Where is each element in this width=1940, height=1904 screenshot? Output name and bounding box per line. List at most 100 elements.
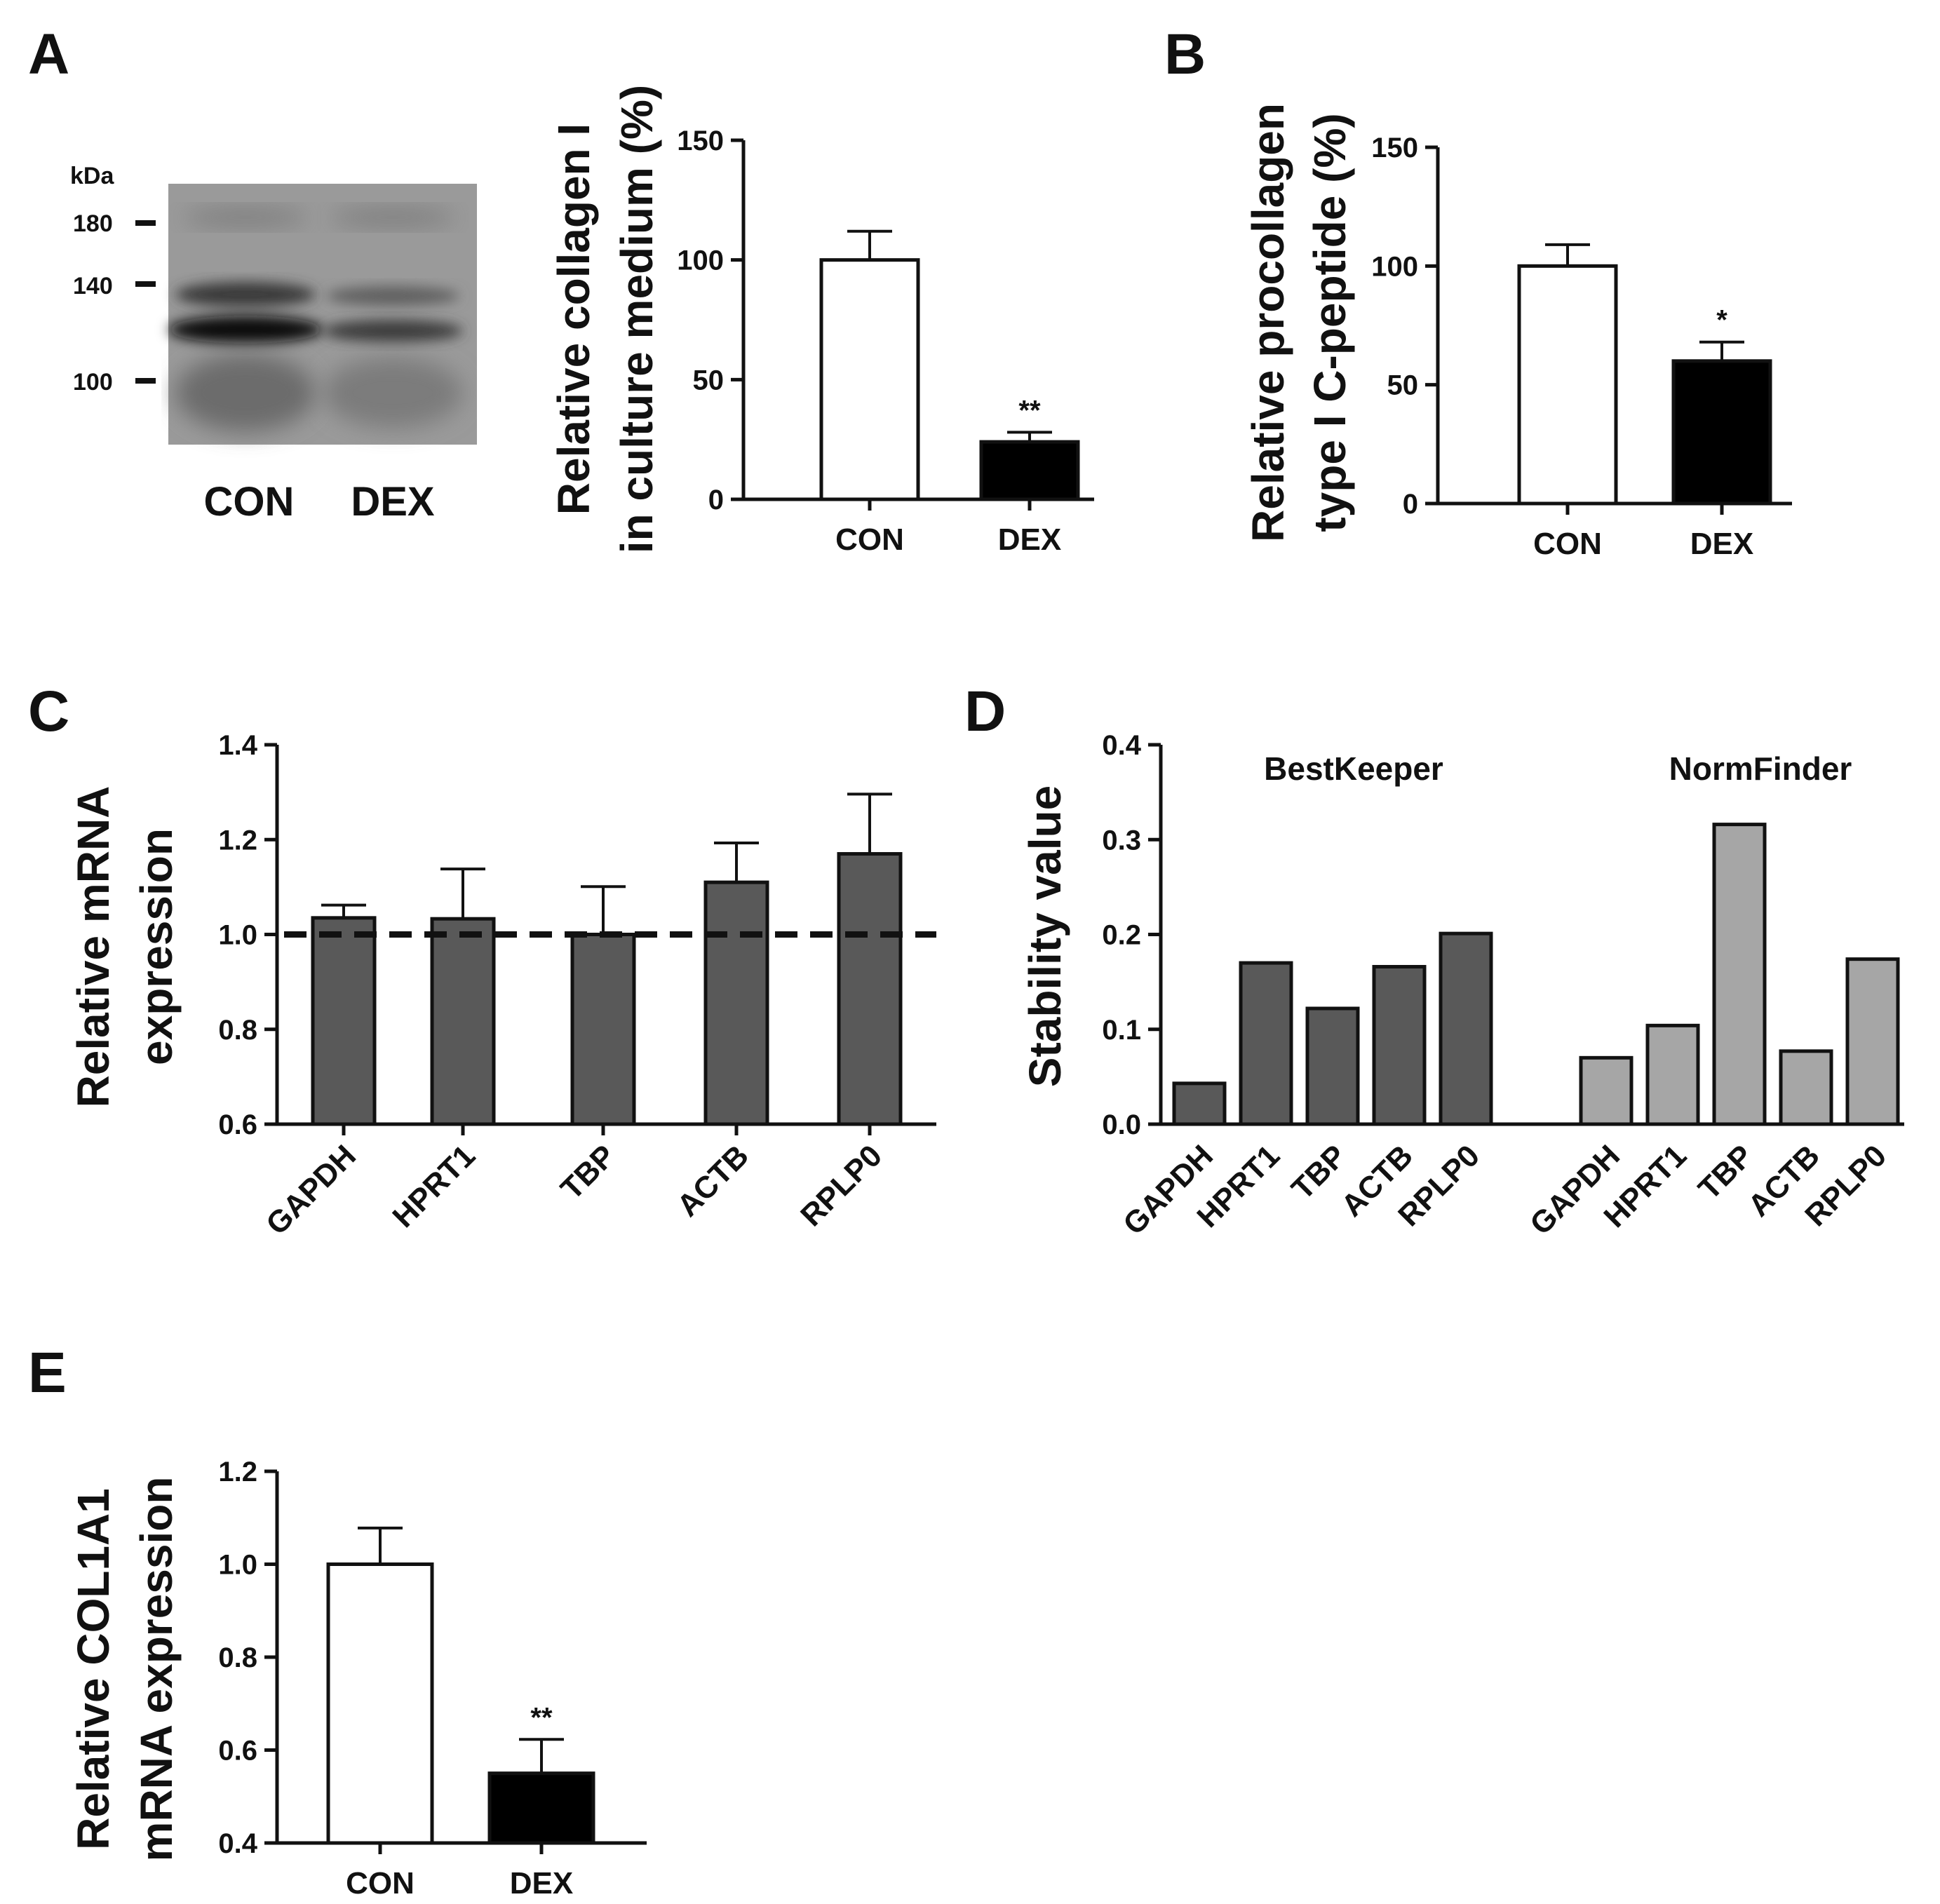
chart-a-ylabel-2: in culture medium (%): [612, 85, 662, 554]
panel-e-letter: E: [28, 1341, 67, 1405]
chart-c-category-label: GAPDH: [260, 1138, 363, 1241]
chart-b-significance: *: [1716, 305, 1727, 336]
chart-a-category-label: CON: [835, 522, 904, 557]
chart-d-series-title-bestkeeper: BestKeeper: [1264, 750, 1443, 787]
blot-band-con-upper: [175, 282, 316, 307]
chart-d-bar-normfinder-actb: [1779, 1049, 1833, 1126]
chart-c-ytick-label: 0.6: [218, 1109, 257, 1140]
chart-c-category-label: ACTB: [671, 1138, 755, 1223]
chart-b-bar-con: [1517, 264, 1618, 506]
chart-d-bar-normfinder-hprt1: [1645, 1023, 1700, 1126]
chart-c-bar-gapdh: [311, 916, 377, 1126]
chart-c-ytick-label: 1.0: [218, 920, 257, 951]
chart-d-bar-bestkeeper-hprt1: [1239, 961, 1293, 1126]
chart-b: B Relative procollagen type I C-peptide …: [1164, 22, 1792, 561]
chart-c-bar-tbp: [570, 933, 636, 1126]
chart-c-category-label: TBP: [554, 1138, 622, 1206]
blot-band-con-lower: [168, 316, 323, 344]
chart-d-ytick-label: 0.3: [1102, 825, 1141, 856]
chart-e-bar-con: [326, 1562, 434, 1845]
chart-b-ytick-label: 150: [1371, 133, 1418, 163]
chart-b-ytick-label: 100: [1371, 251, 1418, 282]
blot-marker-140: 140: [73, 273, 113, 299]
chart-e-category-label: DEX: [510, 1866, 573, 1900]
chart-b-ylabel-1: Relative procollagen: [1243, 103, 1293, 542]
chart-c: C Relative mRNA expression 0.6 0.8 1.0 1.2 1…: [28, 680, 936, 1241]
chart-e-ytick-label: 0.4: [218, 1828, 257, 1859]
panel-b-letter: B: [1164, 22, 1206, 86]
chart-d-bar-normfinder-rplp0: [1845, 957, 1900, 1126]
chart-c-ytick-label: 0.8: [218, 1015, 257, 1046]
blot-band-dex-upper: [326, 286, 459, 306]
chart-b-category-label: CON: [1533, 527, 1602, 561]
chart-d-ylabel: Stability value: [1020, 785, 1070, 1087]
chart-d: D Stability value BestKeeper NormFinder …: [964, 680, 1904, 1241]
chart-d-series-title-normfinder: NormFinder: [1669, 750, 1852, 787]
chart-a-bar-dex: [979, 440, 1080, 501]
chart-e-ytick-label: 0.6: [218, 1736, 257, 1767]
chart-e-ylabel-2: mRNA expression: [131, 1477, 182, 1862]
chart-d-bar-normfinder-tbp: [1712, 823, 1767, 1126]
panel-a-letter: A: [28, 22, 69, 86]
chart-b-ylabel-2: type I C-peptide (%): [1305, 113, 1355, 532]
chart-e-ytick-label: 1.0: [218, 1550, 257, 1581]
panel-a-blot: A kDa 180 140 100 CON DEX: [28, 22, 477, 525]
chart-d-bar-bestkeeper-rplp0: [1439, 931, 1493, 1126]
chart-c-ylabel-2: expression: [131, 828, 182, 1065]
blot-lane-dex: DEX: [351, 479, 435, 525]
chart-d-ytick-label: 0.4: [1102, 730, 1141, 761]
chart-a-bar-con: [819, 258, 920, 501]
chart-a-ytick-label: 0: [708, 485, 724, 515]
chart-e: E Relative COL1A1 mRNA expression 0.4 0.6…: [28, 1341, 647, 1900]
chart-d-bar-bestkeeper-gapdh: [1172, 1081, 1227, 1126]
blot-smear-con: [175, 354, 316, 431]
chart-a-ylabel-1: Relative collagen I: [548, 123, 599, 515]
chart-e-ytick-label: 1.2: [218, 1457, 257, 1487]
chart-d-bar-normfinder-gapdh: [1579, 1055, 1633, 1126]
chart-c-category-label: HPRT1: [386, 1138, 482, 1234]
chart-d-category-label: GAPDH: [1117, 1138, 1220, 1241]
blot-lane-con: CON: [204, 479, 295, 525]
chart-b-plot: 0 50 100 150 CON * DEX: [1371, 133, 1792, 561]
chart-b-category-label: DEX: [1690, 527, 1753, 561]
blot-smear-dex: [323, 358, 463, 428]
chart-e-ylabel-1: Relative COL1A1: [68, 1488, 119, 1850]
chart-e-plot: 0.4 0.6 0.8 1.0 1.2 CON ** DEX: [218, 1457, 647, 1900]
blot-band-con-180: [182, 209, 309, 226]
panel-c-letter: C: [28, 680, 69, 743]
chart-e-significance: **: [530, 1702, 553, 1733]
chart-d-bar-bestkeeper-tbp: [1305, 1006, 1360, 1126]
chart-a-ytick-label: 100: [677, 245, 724, 276]
chart-b-bar-dex: [1671, 359, 1772, 506]
blot-marker-180: 180: [73, 210, 113, 237]
chart-e-ytick-label: 0.8: [218, 1642, 257, 1673]
chart-d-ytick-label: 0.2: [1102, 920, 1141, 951]
chart-a-category-label: DEX: [998, 522, 1061, 557]
chart-c-ytick-label: 1.4: [218, 730, 257, 761]
chart-e-bar-dex: [487, 1771, 595, 1845]
chart-a-ytick-label: 50: [693, 365, 725, 396]
chart-a-ytick-label: 150: [677, 126, 724, 156]
blot-kda-label: kDa: [70, 163, 114, 189]
blot-band-dex-180: [330, 209, 456, 226]
chart-d-ytick-label: 0.1: [1102, 1015, 1141, 1046]
blot-band-dex-lower: [323, 320, 463, 342]
chart-d-category-label: GAPDH: [1523, 1138, 1626, 1241]
chart-b-ytick-label: 50: [1387, 370, 1419, 401]
chart-c-plot: 0.6 0.8 1.0 1.2 1.4 GAPDH HPRT1 TBP ACTB RPLP0: [218, 730, 936, 1241]
chart-d-ytick-label: 0.0: [1102, 1109, 1141, 1140]
chart-c-ylabel-1: Relative mRNA: [68, 786, 119, 1108]
blot-marker-100: 100: [73, 369, 113, 396]
chart-e-category-label: CON: [346, 1866, 415, 1900]
chart-c-bar-rplp0: [837, 852, 903, 1126]
blot-bands: [168, 209, 463, 431]
chart-a-significance: **: [1018, 395, 1041, 426]
chart-b-ytick-label: 0: [1403, 489, 1418, 520]
chart-d-bar-bestkeeper-actb: [1372, 964, 1427, 1126]
chart-c-bar-actb: [703, 880, 769, 1126]
chart-a-plot: 0 50 100 150 CON ** DEX: [677, 126, 1094, 557]
panel-d-letter: D: [964, 680, 1006, 743]
chart-c-bar-hprt1: [430, 917, 496, 1126]
